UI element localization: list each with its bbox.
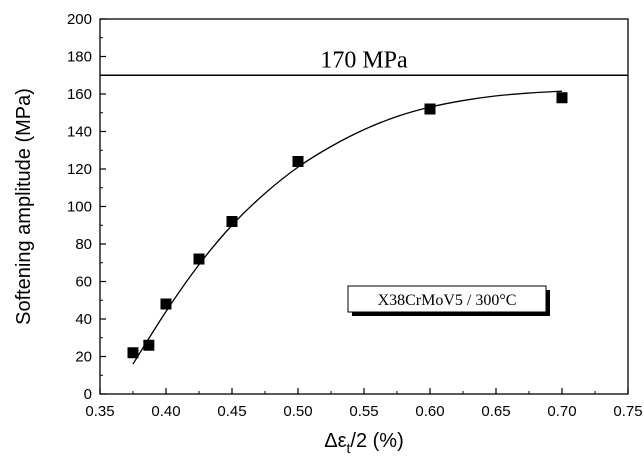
y-tick-label: 160 bbox=[67, 86, 92, 103]
x-axis-ticks: 0.35 0.40 0.45 0.50 0.55 0.60 0.65 0.70 0.75 bbox=[85, 388, 643, 420]
x-tick-label: 0.60 bbox=[415, 403, 444, 420]
y-tick-label: 20 bbox=[75, 349, 92, 366]
y-tick-label: 60 bbox=[75, 274, 92, 291]
x-tick-label: 0.40 bbox=[151, 403, 180, 420]
y-tick-label: 0 bbox=[84, 386, 92, 403]
x-tick-label: 0.55 bbox=[349, 403, 378, 420]
x-tick-label: 0.65 bbox=[481, 403, 510, 420]
y-axis-title: Softening amplitude (MPa) bbox=[13, 88, 35, 325]
data-points bbox=[127, 92, 568, 359]
y-tick-label: 200 bbox=[67, 11, 92, 28]
y-tick-label: 140 bbox=[67, 124, 92, 141]
annotation-text: X38CrMoV5 / 300°C bbox=[378, 292, 517, 309]
reference-line-label: 170 MPa bbox=[320, 47, 408, 73]
fit-curve-layer bbox=[132, 90, 563, 365]
y-axis-ticks: 0 20 40 60 80 100 120 140 160 180 200 bbox=[67, 11, 106, 403]
data-point bbox=[127, 347, 139, 359]
x-axis-title-subscript: t bbox=[347, 440, 351, 456]
data-point bbox=[556, 92, 568, 104]
x-tick-label: 0.75 bbox=[613, 403, 642, 420]
data-point bbox=[424, 103, 436, 115]
data-point bbox=[292, 156, 304, 167]
data-point bbox=[226, 216, 238, 227]
data-point bbox=[193, 253, 205, 265]
y-tick-label: 120 bbox=[67, 161, 92, 178]
data-point bbox=[143, 339, 155, 351]
x-axis-title-suffix: /2 (%) bbox=[350, 430, 403, 452]
x-axis-title: Δεt/2 (%) bbox=[324, 430, 404, 456]
annotation-box: X38CrMoV5 / 300°C bbox=[347, 285, 550, 316]
y-tick-label: 40 bbox=[75, 311, 92, 328]
y-tick-label: 100 bbox=[67, 199, 92, 216]
fit-curve bbox=[132, 90, 563, 365]
annotation-frame bbox=[347, 285, 547, 313]
y-tick-label: 180 bbox=[67, 49, 92, 66]
x-tick-label: 0.50 bbox=[283, 403, 312, 420]
x-tick-label: 0.35 bbox=[85, 403, 114, 420]
y-tick-label: 80 bbox=[75, 236, 92, 253]
x-axis-title-prefix: Δε bbox=[324, 430, 346, 452]
data-point bbox=[160, 298, 172, 310]
x-tick-label: 0.45 bbox=[217, 403, 246, 420]
x-tick-label: 0.70 bbox=[547, 403, 576, 420]
